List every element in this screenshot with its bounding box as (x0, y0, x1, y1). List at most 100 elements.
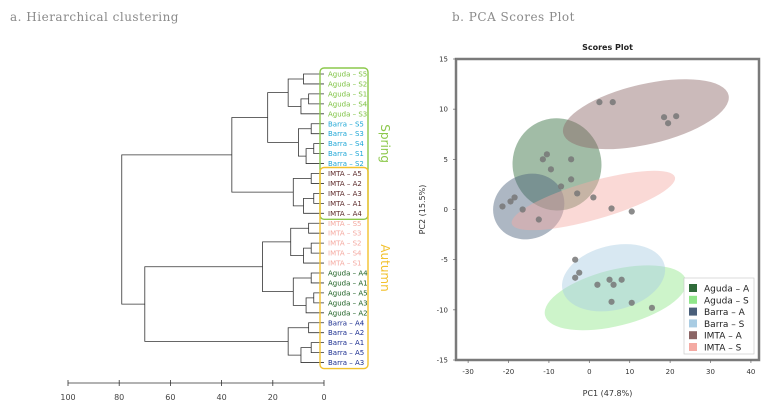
dendro-leaf-label: IMTA – S1 (328, 260, 361, 268)
score-point (499, 203, 506, 210)
dendro-link (303, 73, 324, 85)
legend-swatch (689, 307, 697, 316)
score-point (535, 216, 542, 223)
dendro-leaf-label: Barra – S5 (328, 120, 364, 128)
dendro-link (231, 117, 294, 193)
dendro-leaf-label: Aguda – S3 (328, 110, 367, 118)
score-point (618, 276, 625, 283)
dendro-link (262, 241, 294, 293)
dendro-link (267, 92, 299, 143)
pca-y-tick-label: -10 (437, 306, 448, 314)
legend-label: Aguda – S (704, 296, 749, 306)
pca-x-tick-label: -30 (462, 368, 473, 376)
score-point (511, 194, 518, 201)
legend-swatch (689, 295, 697, 304)
score-point (590, 194, 597, 201)
dendro-link (308, 93, 324, 105)
dendro-leaf-label: IMTA – S4 (328, 250, 362, 258)
pca-y-tick-label: 10 (439, 106, 448, 114)
dendro-link (144, 266, 289, 342)
score-point (574, 190, 581, 197)
dendro-leaf-label: Barra – A5 (328, 349, 364, 357)
dendro-link (310, 123, 324, 135)
confidence-ellipse (544, 265, 687, 331)
dendro-tick-label: 100 (60, 393, 75, 402)
confidence-ellipse (562, 244, 666, 312)
dendro-link (310, 173, 324, 184)
score-point (610, 281, 617, 288)
dendro-leaf-label: Aguda – S5 (328, 71, 367, 79)
dendro-leaf-label: Barra – A2 (328, 329, 364, 337)
legend-swatch (689, 343, 697, 351)
score-point (576, 269, 583, 276)
pca-x-tick-label: 0 (587, 368, 591, 376)
confidence-ellipse (493, 173, 565, 240)
dendro-link (310, 342, 324, 353)
dendro-leaf-label: Barra – A3 (328, 359, 364, 367)
dendro-leaf-label: IMTA – A1 (328, 200, 362, 208)
pca-x-tick-label: 40 (746, 368, 755, 376)
dendro-leaf-label: IMTA – A4 (328, 210, 362, 218)
pca-x-tick-label: -20 (503, 368, 514, 376)
season-box (319, 67, 369, 221)
season-label: Spring (378, 124, 392, 163)
season-box (319, 166, 369, 370)
score-point (572, 274, 579, 281)
dendro-tick-label: 20 (268, 393, 278, 402)
dendro-leaf-label: IMTA – S2 (328, 240, 361, 248)
score-point (557, 183, 565, 190)
pca-x-tick-label: 10 (625, 368, 634, 376)
dendro-link (298, 128, 312, 157)
dendro-tick-label: 60 (165, 393, 175, 402)
score-point (608, 298, 615, 305)
dendro-leaf-label: Barra – A4 (328, 319, 365, 327)
dendro-link (310, 272, 324, 284)
score-point (572, 256, 579, 263)
dendro-link (305, 148, 324, 164)
confidence-ellipse (512, 118, 602, 211)
pca-y-tick-label: 0 (444, 206, 448, 214)
panel-a-title: a. Hierarchical clustering (10, 10, 179, 24)
legend-label: Aguda – A (704, 285, 750, 295)
pca-y-tick-label: -5 (441, 256, 448, 264)
pca-y-tick-label: 5 (444, 156, 448, 164)
score-point (568, 156, 575, 163)
pca-x-axis-label: PC1 (47.8%) (583, 389, 633, 398)
dendro-leaf-label: Aguda – S2 (328, 80, 367, 88)
dendro-link (313, 143, 324, 154)
legend-label: IMTA – S (704, 344, 742, 354)
dendro-leaf-label: Aguda – A4 (328, 270, 368, 278)
dendro-leaf-label: Barra – S3 (328, 130, 364, 138)
dendro-leaf-label: IMTA – A3 (328, 190, 362, 198)
score-point (673, 113, 680, 120)
score-point (594, 281, 601, 288)
dendro-leaf-label: Barra – S4 (328, 140, 364, 148)
dendro-leaf-label: IMTA – A5 (328, 170, 362, 178)
season-label: Autumn (378, 244, 392, 291)
pca-y-tick-label: 15 (439, 56, 448, 64)
dendro-leaf-label: Barra – A1 (328, 339, 364, 347)
dendro-link (287, 327, 309, 356)
legend-swatch (689, 319, 697, 328)
dendro-leaf-label: IMTA – S5 (328, 220, 361, 228)
legend-label: Barra – S (704, 320, 745, 330)
dendro-link (292, 277, 312, 306)
pca-scores-plot: Scores Plot -30 -20 -10 0 10 20 30 40 15 10 5 0 -5 -10… (418, 43, 761, 398)
score-point (628, 299, 635, 306)
pca-y-axis-label: PC2 (15.5%) (418, 185, 427, 235)
panel-b-title: b. PCA Scores Plot (452, 10, 575, 24)
dendro-link (310, 242, 324, 254)
score-point (660, 114, 668, 121)
dendro-leaf-label: IMTA – A2 (328, 180, 362, 188)
score-point (648, 304, 656, 311)
legend-swatch (689, 284, 697, 292)
pca-title: Scores Plot (582, 43, 633, 52)
score-point (609, 99, 616, 106)
dendro-link (303, 247, 324, 264)
dendro-link (305, 297, 324, 314)
dendro-leaf-label: Barra – S1 (328, 150, 364, 158)
score-point (606, 276, 613, 283)
dendro-link (292, 178, 312, 207)
